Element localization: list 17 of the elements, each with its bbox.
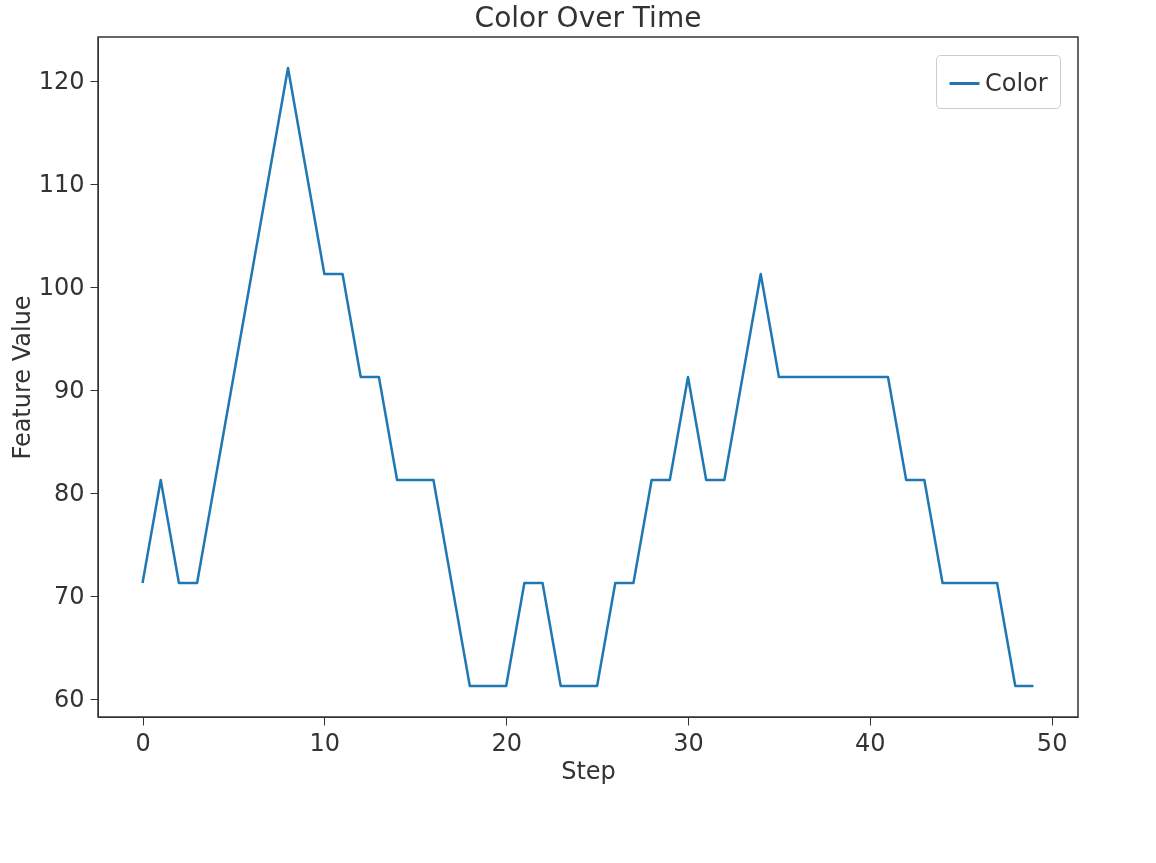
x-axis-title: Step <box>561 756 616 785</box>
x-tick-label: 0 <box>135 728 151 757</box>
chart-title: Color Over Time <box>474 1 702 34</box>
y-tick-label: 80 <box>53 478 85 507</box>
y-tick-label: 120 <box>38 66 85 95</box>
y-tick-label: 100 <box>38 272 85 301</box>
y-tick-label: 90 <box>53 375 85 404</box>
y-tick-label: 70 <box>53 581 85 610</box>
x-tick-label: 10 <box>309 728 341 757</box>
x-tick-label: 50 <box>1036 728 1068 757</box>
x-tick-label: 40 <box>855 728 886 757</box>
x-tick-label: 30 <box>673 728 704 757</box>
x-tick-label: 20 <box>491 728 522 757</box>
y-tick-label: 60 <box>53 684 85 713</box>
legend-label: Color <box>985 68 1048 97</box>
y-tick-label: 110 <box>38 169 85 198</box>
y-axis-title: Feature Value <box>7 295 36 460</box>
